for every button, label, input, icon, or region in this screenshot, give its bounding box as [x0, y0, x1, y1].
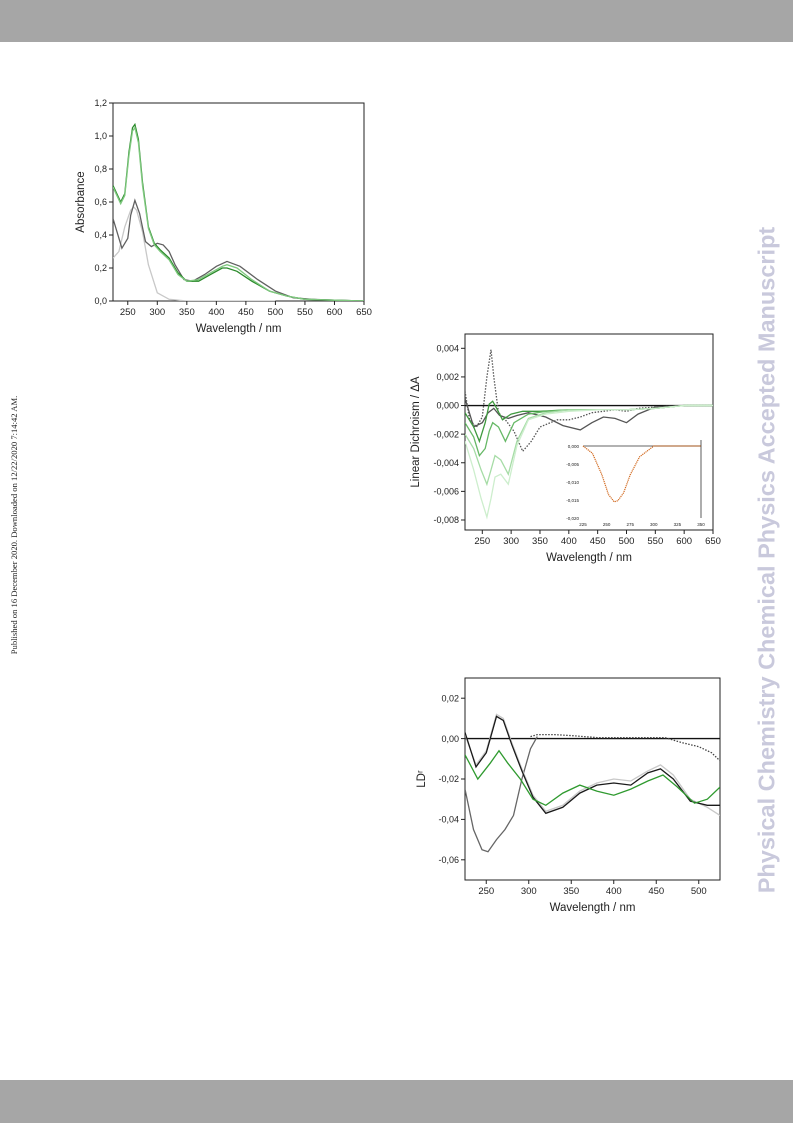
inset-y-tick-label: -0,020 — [566, 516, 579, 521]
x-tick-label: 500 — [691, 886, 707, 897]
series-line-3 — [113, 122, 364, 301]
y-tick-label: -0,02 — [438, 774, 459, 784]
series-line-5 — [465, 404, 713, 487]
x-tick-label: 450 — [238, 307, 254, 318]
x-tick-label: 350 — [532, 536, 548, 547]
x-tick-label: 300 — [521, 886, 537, 897]
x-tick-label: 500 — [267, 307, 283, 318]
plot-frame — [464, 333, 714, 531]
series-line-3 — [465, 713, 720, 816]
series-line-1 — [113, 206, 276, 301]
y-tick-label: 1,2 — [94, 98, 107, 108]
inset-y-tick-label: -0,010 — [566, 480, 579, 485]
x-tick-label: 550 — [297, 307, 313, 318]
x-tick-label: 550 — [647, 536, 663, 547]
series-line-1 — [465, 736, 538, 853]
series-line-2 — [530, 733, 720, 762]
inset-x-tick-label: 275 — [626, 522, 634, 527]
y-tick-label: 0,8 — [94, 164, 107, 174]
published-note: Published on 16 December 2020. Downloade… — [9, 395, 19, 655]
y-tick-label: 0,6 — [94, 197, 107, 207]
inset-x-tick-label: 350 — [697, 522, 705, 527]
plot-frame — [464, 677, 721, 881]
x-tick-label: 250 — [120, 307, 136, 318]
linear-dichroism-chart: 250 300 350 400 450 500 550 600 650 -0,008 -0,006 -… — [410, 333, 721, 564]
y-tick-label: -0,008 — [433, 515, 459, 525]
reduced-ld-chart: 250 300 350 400 450 500 -0,06 -0,04 -0,02 0,00 0,0… — [416, 677, 721, 914]
series-line-4 — [113, 126, 364, 301]
y-tick-label: 0,4 — [94, 230, 107, 240]
y-tick-label: 0,002 — [436, 372, 459, 382]
x-tick-label: 450 — [648, 886, 664, 897]
x-tick-label: 600 — [327, 307, 343, 318]
inset-y-tick-label: -0,005 — [566, 462, 579, 467]
watermark-text: Physical Chemistry Chemical Physics Acce… — [753, 226, 780, 894]
y-tick-label: 0,004 — [436, 344, 459, 354]
y-tick-label: 1,0 — [94, 131, 107, 141]
x-tick-label: 650 — [356, 307, 372, 318]
inset-series-line — [582, 445, 701, 503]
absorbance-chart: 250 300 350 400 450 500 550 600 650 0,0 0,2 0,4 0,6 0… — [75, 98, 372, 335]
x-tick-label: 650 — [705, 536, 721, 547]
x-tick-label: 400 — [208, 307, 224, 318]
x-tick-label: 350 — [563, 886, 579, 897]
y-tick-label: -0,06 — [438, 855, 459, 865]
x-tick-label: 400 — [561, 536, 577, 547]
series-line-5 — [465, 749, 720, 807]
inset-y-tick-label: -0,015 — [566, 498, 579, 503]
x-tick-label: 350 — [179, 307, 195, 318]
series-line-1 — [465, 349, 713, 453]
y-axis-label: LDʳ — [416, 770, 428, 788]
series-line-4 — [465, 404, 713, 457]
x-tick-label: 300 — [503, 536, 519, 547]
inset-x-tick-label: 325 — [674, 522, 682, 527]
y-tick-label: -0,004 — [433, 458, 459, 468]
y-tick-label: 0,02 — [441, 693, 459, 703]
x-tick-label: 300 — [149, 307, 165, 318]
inset-x-tick-label: 225 — [579, 522, 587, 527]
inset-y-tick-label: 0,000 — [568, 444, 580, 449]
y-tick-label: 0,0 — [94, 296, 107, 306]
y-tick-label: -0,04 — [438, 815, 459, 825]
x-tick-label: 450 — [590, 536, 606, 547]
y-tick-label: 0,000 — [436, 401, 459, 411]
x-tick-label: 250 — [474, 536, 490, 547]
x-tick-label: 250 — [478, 886, 494, 897]
y-tick-label: 0,00 — [441, 734, 459, 744]
x-axis-label: Wavelength / nm — [196, 323, 282, 335]
y-tick-label: -0,002 — [433, 429, 459, 439]
inset-x-tick-label: 250 — [603, 522, 611, 527]
x-axis-label: Wavelength / nm — [550, 902, 636, 914]
y-tick-label: 0,2 — [94, 263, 107, 273]
y-axis-label: Absorbance — [75, 171, 87, 232]
series-line-2 — [113, 198, 364, 301]
x-tick-label: 400 — [606, 886, 622, 897]
x-axis-label: Wavelength / nm — [546, 552, 632, 564]
series-line-6 — [465, 404, 713, 520]
header-band — [0, 0, 793, 42]
y-tick-label: -0,006 — [433, 487, 459, 497]
footer-band — [0, 1080, 793, 1123]
x-tick-label: 600 — [676, 536, 692, 547]
series-line-4 — [465, 715, 720, 815]
y-axis-label: Linear Dichroism / ΔA — [410, 376, 422, 488]
x-tick-label: 500 — [619, 536, 635, 547]
series-line-2 — [465, 398, 713, 431]
inset-x-tick-label: 300 — [650, 522, 658, 527]
